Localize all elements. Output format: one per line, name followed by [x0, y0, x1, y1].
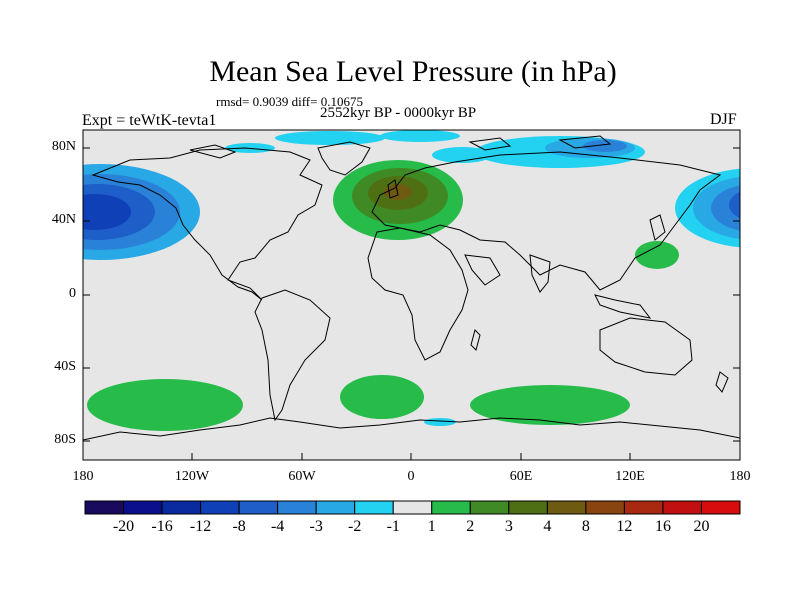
colorbar-swatch: [700, 500, 741, 515]
lon-tick-label: 60W: [288, 469, 316, 484]
colorbar-swatch: [315, 500, 356, 515]
lon-tick-label: 180: [729, 469, 751, 484]
colorbar-swatch: [546, 500, 587, 515]
colorbar-label: 2: [466, 518, 475, 535]
colorbar-label: 1: [427, 518, 436, 535]
chart-title: Mean Sea Level Pressure (in hPa): [209, 55, 617, 88]
colorbar-swatch: [200, 500, 240, 515]
axis-ticks: [83, 147, 740, 460]
colorbar-swatch: [623, 500, 664, 515]
colorbar-label: 16: [654, 518, 671, 535]
colorbar-swatch: [277, 500, 317, 515]
colorbar-label: 4: [543, 518, 552, 535]
antarctic-low-patch: [424, 418, 456, 426]
colorbar-label: -8: [232, 518, 246, 535]
colorbar-label: 3: [504, 518, 513, 535]
lon-tick-label: 0: [407, 469, 415, 484]
lon-tick-label: 180: [72, 469, 94, 484]
southern-ocean-high-3: [470, 385, 630, 425]
colorbar-label: -12: [189, 518, 212, 535]
colorbar-label: -3: [309, 518, 323, 535]
colorbar-swatch: [84, 500, 125, 515]
north-pacific-low-east: [675, 168, 740, 248]
experiment-label: Expt = teWtK-tevta1: [82, 112, 217, 129]
colorbar-swatch: [662, 500, 702, 515]
colorbar-swatch: [392, 500, 433, 515]
colorbar-swatch: [431, 500, 471, 515]
lon-tick-label: 120W: [174, 469, 210, 484]
lon-tick-label: 120E: [615, 469, 645, 484]
lat-tick-label: 80S: [54, 432, 76, 447]
colorbar-swatch: [354, 500, 394, 515]
colorbar-swatch: [508, 500, 548, 515]
west-pacific-high: [635, 241, 679, 269]
time-period-label: 2552kyr BP - 0000kyr BP: [320, 105, 477, 121]
colorbar-swatch: [585, 500, 625, 515]
north-pacific-low-west: [83, 164, 200, 260]
rmsd-diff-stats: rmsd= 0.9039 diff= 0.10675: [216, 94, 363, 109]
colorbar-label: -4: [270, 518, 285, 535]
colorbar-swatch: [161, 500, 202, 515]
lon-tick-label: 60E: [509, 469, 533, 484]
colorbar-label: -1: [386, 518, 400, 535]
colorbar-swatch: [469, 500, 510, 515]
lat-tick-label: 40S: [54, 359, 76, 374]
lat-tick-label: 40N: [51, 212, 76, 227]
colorbar-swatch: [238, 500, 279, 515]
colorbar-label: 20: [693, 518, 710, 535]
colorbar-label: -20: [112, 518, 135, 535]
season-label: DJF: [710, 111, 737, 128]
coastlines: [83, 135, 740, 441]
colorbar-swatch: [123, 500, 163, 515]
lat-tick-label: 0: [69, 286, 76, 301]
southern-ocean-high-2: [340, 375, 424, 419]
colorbar-label: 12: [616, 518, 633, 535]
lat-tick-label: 80N: [51, 139, 76, 154]
colorbar-label: -2: [348, 518, 362, 535]
colorbar-label: 8: [581, 518, 590, 535]
colorbar-label: -16: [151, 518, 173, 535]
southern-ocean-high-1: [87, 379, 243, 431]
